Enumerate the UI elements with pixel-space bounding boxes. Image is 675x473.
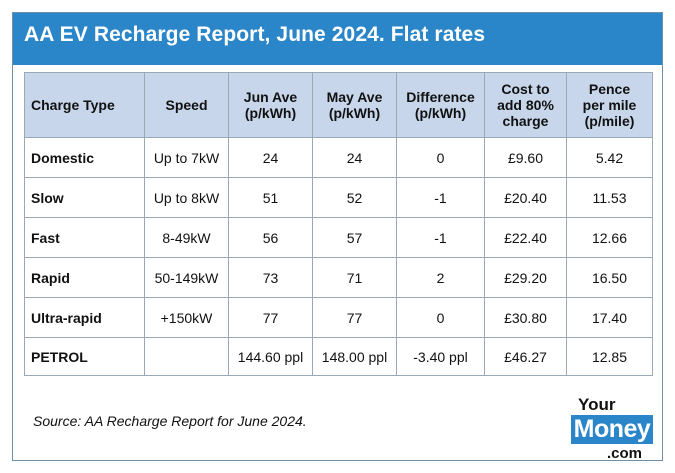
header-line: Difference (406, 89, 475, 105)
header-line: (p/kWh) (328, 105, 381, 121)
cell-may-ave: 24 (312, 137, 397, 178)
cell-jun-ave: 51 (228, 177, 313, 218)
cell-speed: Up to 7kW (144, 137, 229, 178)
header-line: May Ave (326, 89, 383, 105)
cell-may-ave: 71 (312, 257, 397, 298)
header-line: (p/kWh) (244, 105, 297, 121)
cell-difference: -1 (396, 177, 485, 218)
cell-charge-type: Slow (24, 177, 145, 218)
logo-money-box: Money (571, 415, 653, 444)
cell-pence-per-mile: 16.50 (566, 257, 653, 298)
cell-pence-per-mile: 11.53 (566, 177, 653, 218)
table-row: Fast 8-49kW 56 57 -1 £22.40 12.66 (24, 217, 653, 258)
cell-difference: -3.40 ppl (396, 337, 485, 376)
header-line: Charge Type (31, 97, 115, 113)
header-line: Pence (588, 81, 631, 97)
cell-pence-per-mile: 12.66 (566, 217, 653, 258)
cell-pence-per-mile: 5.42 (566, 137, 653, 178)
cell-may-ave: 57 (312, 217, 397, 258)
cell-speed: Up to 8kW (144, 177, 229, 218)
cell-speed: 8-49kW (144, 217, 229, 258)
cell-cost-80: £30.80 (484, 297, 567, 338)
header-charge-type: Charge Type (24, 72, 145, 138)
recharge-table: Charge Type Speed Jun Ave (p/kWh) May Ave (p/… (24, 72, 653, 376)
cell-jun-ave: 24 (228, 137, 313, 178)
cell-difference: 0 (396, 297, 485, 338)
cell-cost-80: £22.40 (484, 217, 567, 258)
logo-com-text: .com (607, 445, 643, 462)
header-pence-per-mile: Pence per mile (p/mile) (566, 72, 653, 138)
cell-jun-ave: 56 (228, 217, 313, 258)
cell-jun-ave: 144.60 ppl (228, 337, 313, 376)
cell-charge-type: Rapid (24, 257, 145, 298)
table-row: Domestic Up to 7kW 24 24 0 £9.60 5.42 (24, 137, 653, 178)
cell-pence-per-mile: 17.40 (566, 297, 653, 338)
table-header: Charge Type Speed Jun Ave (p/kWh) May Ave (p/… (24, 72, 653, 138)
table-row: PETROL 144.60 ppl 148.00 ppl -3.40 ppl £46.2… (24, 337, 653, 376)
table-row: Slow Up to 8kW 51 52 -1 £20.40 11.53 (24, 177, 653, 218)
header-line: (p/kWh) (414, 105, 467, 121)
cell-charge-type: PETROL (24, 337, 145, 376)
cell-charge-type: Ultra-rapid (24, 297, 145, 338)
cell-speed (144, 337, 229, 376)
cell-jun-ave: 77 (228, 297, 313, 338)
table-row: Ultra-rapid +150kW 77 77 0 £30.80 17.40 (24, 297, 653, 338)
header-jun-ave: Jun Ave (p/kWh) (228, 72, 313, 138)
table-body: Domestic Up to 7kW 24 24 0 £9.60 5.42 Slow Up to… (24, 137, 653, 376)
cell-charge-type: Fast (24, 217, 145, 258)
table-row: Rapid 50-149kW 73 71 2 £29.20 16.50 (24, 257, 653, 298)
header-line: Speed (165, 97, 208, 113)
report-frame: AA EV Recharge Report, June 2024. Flat r… (12, 12, 663, 462)
cell-difference: 2 (396, 257, 485, 298)
cell-charge-type: Domestic (24, 137, 145, 178)
cell-may-ave: 52 (312, 177, 397, 218)
header-line: Jun Ave (243, 89, 298, 105)
header-may-ave: May Ave (p/kWh) (312, 72, 397, 138)
logo-your-text: Your (578, 395, 616, 414)
header-line: charge (502, 113, 549, 129)
header-line: add 80% (497, 97, 554, 113)
cell-may-ave: 77 (312, 297, 397, 338)
header-line: (p/mile) (584, 113, 635, 129)
cell-cost-80: £29.20 (484, 257, 567, 298)
header-difference: Difference (p/kWh) (396, 72, 485, 138)
report-title: AA EV Recharge Report, June 2024. Flat r… (24, 23, 486, 46)
cell-cost-80: £20.40 (484, 177, 567, 218)
header-line: Cost to (501, 81, 550, 97)
header-line: per mile (582, 97, 637, 113)
header-row: Charge Type Speed Jun Ave (p/kWh) May Ave (p/… (24, 72, 653, 138)
cell-may-ave: 148.00 ppl (312, 337, 397, 376)
header-cost-80: Cost to add 80% charge (484, 72, 567, 138)
source-note: Source: AA Recharge Report for June 2024… (33, 413, 307, 429)
cell-speed: 50-149kW (144, 257, 229, 298)
cell-cost-80: £9.60 (484, 137, 567, 178)
cell-difference: -1 (396, 217, 485, 258)
cell-jun-ave: 73 (228, 257, 313, 298)
title-bar: AA EV Recharge Report, June 2024. Flat r… (13, 13, 662, 65)
cell-cost-80: £46.27 (484, 337, 567, 376)
cell-difference: 0 (396, 137, 485, 178)
cell-pence-per-mile: 12.85 (566, 337, 653, 376)
cell-speed: +150kW (144, 297, 229, 338)
header-speed: Speed (144, 72, 229, 138)
